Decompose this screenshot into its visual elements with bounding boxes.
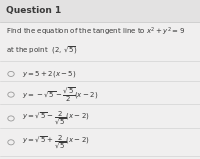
- Text: Question 1: Question 1: [6, 7, 61, 15]
- Text: $y = \sqrt{5} + \dfrac{2}{\sqrt{5}}(x - 2)$: $y = \sqrt{5} + \dfrac{2}{\sqrt{5}}(x - …: [22, 134, 90, 151]
- Text: $y = 5 + 2(x - 5)$: $y = 5 + 2(x - 5)$: [22, 69, 76, 79]
- FancyBboxPatch shape: [0, 0, 200, 22]
- Text: Find the equation of the tangent line to $x^2 + y^2 = 9$: Find the equation of the tangent line to…: [6, 26, 185, 38]
- Text: at the point  $(2,\, \sqrt{5})$: at the point $(2,\, \sqrt{5})$: [6, 44, 78, 56]
- Text: $y = \sqrt{5} - \dfrac{2}{\sqrt{5}}(x - 2)$: $y = \sqrt{5} - \dfrac{2}{\sqrt{5}}(x - …: [22, 110, 90, 127]
- Text: $y = -\sqrt{5} - \dfrac{\sqrt{5}}{2}(x - 2)$: $y = -\sqrt{5} - \dfrac{\sqrt{5}}{2}(x -…: [22, 85, 98, 104]
